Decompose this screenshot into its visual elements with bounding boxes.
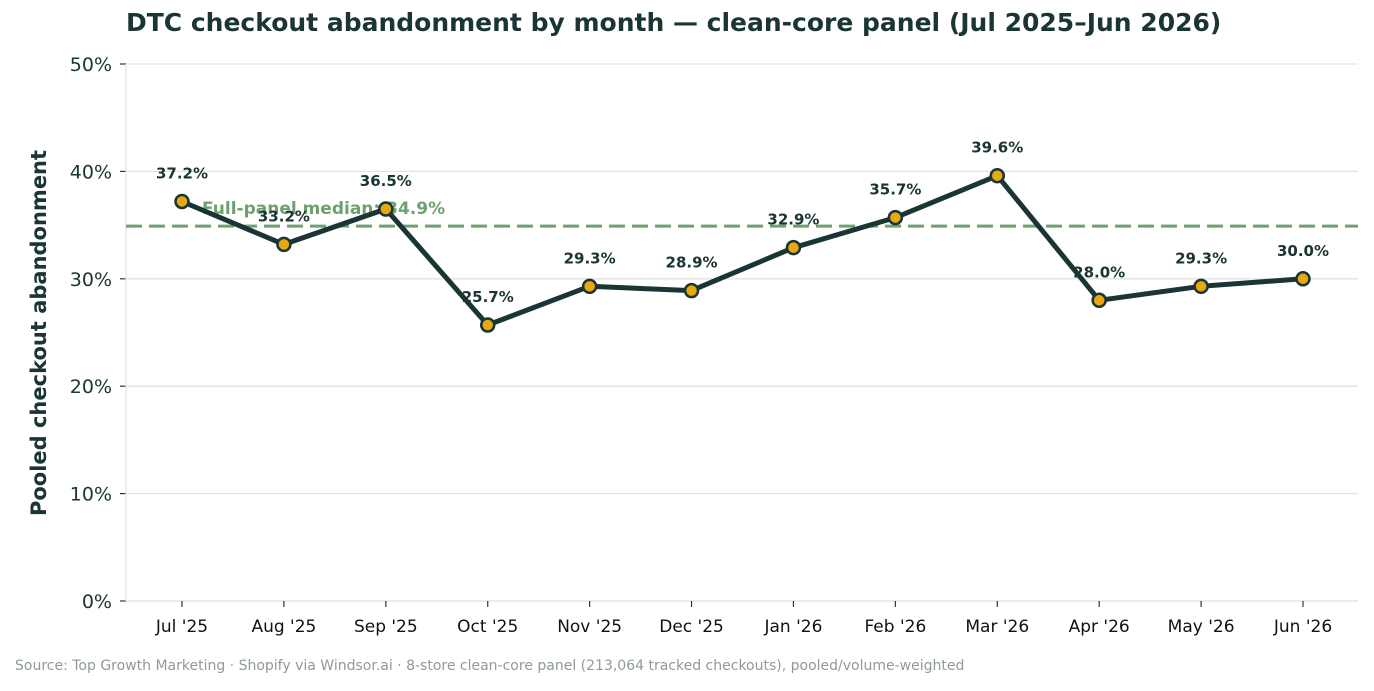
data-point <box>785 239 802 256</box>
data-label: 32.9% <box>767 211 819 229</box>
data-point <box>174 193 190 210</box>
data-label: 28.9% <box>666 254 718 272</box>
data-point <box>887 209 904 226</box>
median-reference-label: Full-panel median: 34.9% <box>202 199 445 219</box>
x-tick-label: Aug '25 <box>251 617 316 637</box>
data-point <box>1295 271 1311 287</box>
y-tick-label: 40% <box>70 161 112 183</box>
data-label: 35.7% <box>869 181 921 199</box>
data-point <box>1193 278 1209 295</box>
data-label: 29.3% <box>564 249 616 267</box>
chart-title: DTC checkout abandonment by month — clea… <box>126 8 1222 37</box>
y-tick-label: 50% <box>70 54 112 76</box>
data-label: 33.2% <box>258 207 310 225</box>
data-point <box>378 201 394 217</box>
x-tick-label: Jul '25 <box>155 617 208 637</box>
x-tick-label: Nov '25 <box>557 617 622 637</box>
axes: 0% 10% 20% 30% 40% 50% Jul '25 Aug '25 Sep '25 Oc… <box>70 54 1358 637</box>
x-tick-label: Feb '26 <box>864 617 926 637</box>
data-point <box>989 167 1006 184</box>
x-tick-label: Jun '26 <box>1273 617 1332 637</box>
x-tick-label: Oct '25 <box>457 617 518 637</box>
series-line <box>179 173 1306 328</box>
y-tick-label: 30% <box>70 269 112 291</box>
x-tick-label: Jan '26 <box>763 617 822 637</box>
data-point <box>1091 292 1107 309</box>
x-tick-label: Dec '25 <box>659 617 724 637</box>
data-point <box>479 317 496 333</box>
x-tick-label: Apr '26 <box>1069 617 1130 637</box>
data-label: 39.6% <box>971 139 1023 157</box>
data-point <box>683 282 700 299</box>
y-tick-label: 10% <box>70 484 112 506</box>
reference-line-group: Full-panel median: 34.9% <box>126 199 1358 228</box>
y-tick-label: 20% <box>70 376 112 398</box>
data-point <box>581 278 598 295</box>
data-label: 36.5% <box>360 172 412 190</box>
data-label: 29.3% <box>1175 249 1227 267</box>
data-label: 25.7% <box>462 288 514 306</box>
series-group <box>174 167 1311 333</box>
x-tick-label: Sep '25 <box>354 617 418 637</box>
y-tick-label: 0% <box>82 591 112 613</box>
data-label: 28.0% <box>1073 263 1125 281</box>
x-tick-label: Mar '26 <box>965 617 1029 637</box>
y-axis-label: Pooled checkout abandonment <box>27 150 51 516</box>
x-tick-label: May '26 <box>1168 617 1235 637</box>
data-label: 30.0% <box>1277 242 1329 260</box>
source-note: Source: Top Growth Marketing · Shopify v… <box>15 658 965 674</box>
data-labels: 37.2% 33.2% 36.5% 25.7% 29.3% 28.9% 32.9% 35.7%… <box>156 139 1329 306</box>
data-label: 37.2% <box>156 164 208 182</box>
data-point <box>276 236 292 253</box>
gridlines <box>126 63 1358 602</box>
